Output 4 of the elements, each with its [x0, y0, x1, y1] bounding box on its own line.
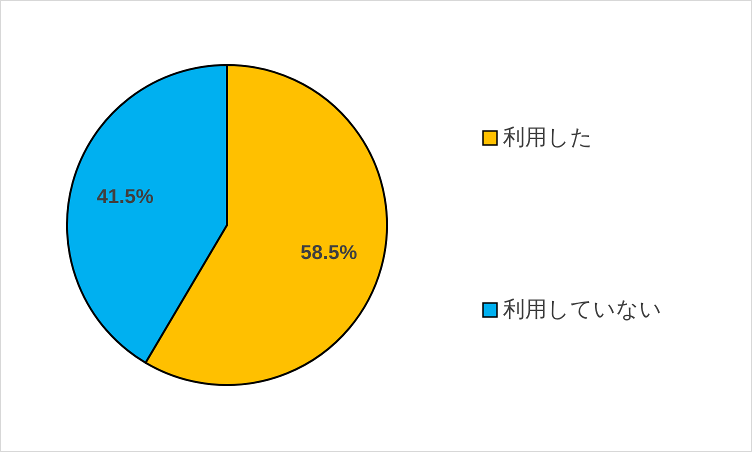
legend-label: 利用した	[503, 126, 593, 150]
data-label: 41.5%	[96, 186, 154, 208]
data-label: 58.5%	[300, 242, 358, 264]
legend-label: 利用していない	[503, 298, 662, 322]
